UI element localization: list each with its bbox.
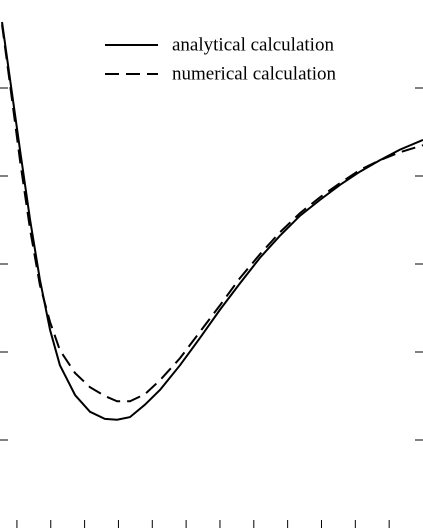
line-series (1, 24, 423, 403)
legend-label: analytical calculation (172, 34, 334, 55)
legend-label: numerical calculation (172, 63, 337, 84)
